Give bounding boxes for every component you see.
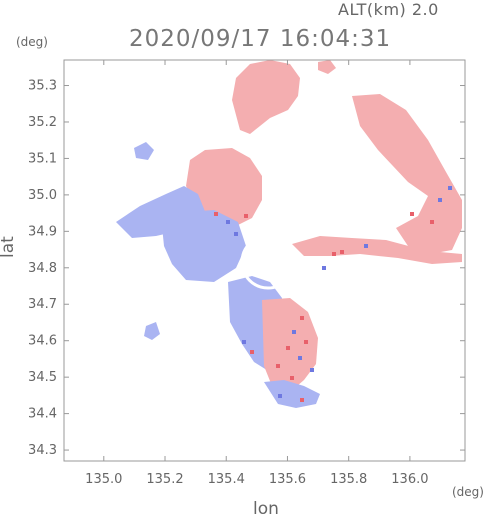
- echo-speckle: [214, 212, 218, 216]
- y-tick-label: 34.8: [28, 261, 57, 276]
- echo-speckle: [364, 244, 368, 248]
- y-tick-label: 34.7: [28, 297, 57, 312]
- echo-speckle: [298, 356, 302, 360]
- y-tick-label: 34.5: [28, 370, 57, 385]
- y-tick-label: 35.1: [28, 151, 57, 166]
- x-ticks: 135.0 135.2 135.4 135.6 135.8 136.0: [85, 60, 429, 487]
- y-tick-label: 34.9: [28, 224, 57, 239]
- lat-unit-label: (deg): [16, 35, 48, 49]
- echo-speckle: [340, 250, 344, 254]
- x-tick-label: 136.0: [391, 472, 428, 487]
- echo-receding-north: [232, 60, 300, 134]
- echo-receding-band: [292, 236, 462, 264]
- radar-echo-layer: [116, 60, 462, 408]
- y-tick-label: 34.4: [28, 407, 57, 422]
- echo-small-ne: [318, 60, 336, 74]
- echo-speckle: [300, 316, 304, 320]
- echo-speckle: [448, 186, 452, 190]
- echo-speckle: [242, 340, 246, 344]
- y-tick-label: 35.0: [28, 188, 57, 203]
- echo-small-nw: [134, 142, 154, 160]
- echo-speckle: [234, 232, 238, 236]
- echo-speckle: [322, 266, 326, 270]
- y-tick-label: 35.3: [28, 79, 57, 94]
- y-ticks: 34.3 34.4 34.5 34.6 34.7 34.8 34.9 35.0 35.1 35.2…: [28, 79, 465, 458]
- x-tick-label: 135.4: [208, 472, 245, 487]
- echo-speckle: [332, 252, 336, 256]
- echo-small-sw: [144, 322, 160, 340]
- x-tick-label: 135.0: [85, 472, 122, 487]
- echo-speckle: [292, 330, 296, 334]
- altitude-label: ALT(km) 2.0: [338, 0, 439, 19]
- echo-speckle: [438, 198, 442, 202]
- echo-speckle: [300, 398, 304, 402]
- x-tick-label: 135.2: [146, 472, 183, 487]
- echo-speckle: [250, 350, 254, 354]
- echo-speckle: [278, 394, 282, 398]
- echo-receding-central-north: [186, 148, 262, 226]
- echo-speckle: [286, 346, 290, 350]
- echo-receding-east: [352, 94, 462, 254]
- echo-speckle: [226, 220, 230, 224]
- echo-speckle: [410, 212, 414, 216]
- echo-approaching-tail: [264, 380, 320, 408]
- y-tick-label: 35.2: [28, 115, 57, 130]
- echo-speckle: [276, 364, 280, 368]
- echo-speckle: [244, 214, 248, 218]
- echo-speckle: [304, 340, 308, 344]
- plot-frame: [63, 59, 466, 462]
- y-tick-label: 34.3: [28, 443, 57, 458]
- echo-approaching-central: [162, 210, 246, 282]
- y-tick-label: 34.6: [28, 334, 57, 349]
- x-tick-label: 135.8: [330, 472, 367, 487]
- echo-speckle: [310, 368, 314, 372]
- echo-speckle: [430, 220, 434, 224]
- x-axis-label: lon: [253, 499, 279, 519]
- echo-speckle: [290, 376, 294, 380]
- x-tick-label: 135.6: [269, 472, 306, 487]
- echo-mixed-south: [262, 298, 318, 392]
- timestamp-title: 2020/09/17 16:04:31: [129, 26, 392, 52]
- lon-unit-label: (deg): [452, 485, 484, 499]
- radar-range-ring: [240, 234, 296, 290]
